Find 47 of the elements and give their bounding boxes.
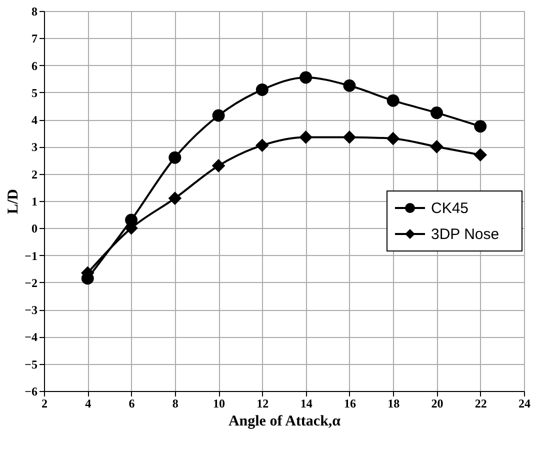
y-tick-label: 2 [32, 167, 38, 182]
point [474, 120, 487, 133]
point [386, 132, 400, 145]
point [168, 192, 182, 205]
point [343, 79, 356, 92]
y-tick-label: 4 [32, 113, 38, 128]
y-tick-label: 0 [32, 222, 38, 236]
x-tick-label: 22 [474, 396, 487, 410]
x-tick-label: 2 [42, 396, 48, 410]
point [300, 130, 312, 144]
y-tick-label: 5 [32, 86, 38, 100]
x-tick-label: 4 [85, 396, 92, 410]
point [430, 140, 443, 153]
y-tick-label: 1 [32, 194, 38, 208]
point [256, 83, 268, 96]
y-tick-label: 6 [32, 58, 38, 73]
x-tick-label: 18 [388, 396, 400, 410]
y-axis-title: L/D [6, 188, 22, 214]
point [300, 71, 312, 84]
y-tick-label: −2 [24, 276, 38, 290]
x-tick-label: 10 [213, 396, 226, 410]
y-tick-label: 8 [32, 4, 38, 18]
point [212, 159, 225, 172]
point [430, 106, 443, 120]
x-tick-label: 14 [300, 396, 312, 410]
x-tick-label: 16 [344, 396, 356, 410]
y-tick-label: −5 [24, 357, 38, 372]
point [343, 130, 356, 144]
x-tick-label: 20 [431, 396, 444, 410]
y-tick-label: −4 [24, 330, 38, 344]
x-tick-label: 6 [128, 396, 135, 410]
point [212, 109, 225, 122]
point [386, 94, 400, 107]
y-tick-label: −3 [24, 303, 38, 318]
point [168, 151, 182, 164]
x-tick-label: 24 [518, 396, 530, 410]
y-tick-label: 3 [32, 140, 38, 154]
y-tick-label: −1 [24, 248, 38, 263]
y-tick-label: −6 [24, 384, 38, 398]
x-axis-title: Angle of Attack,α [228, 414, 342, 430]
point [256, 139, 268, 152]
x-tick-label: 12 [256, 396, 269, 410]
legend-label: 3DP Nose [431, 226, 500, 243]
point [474, 148, 487, 162]
x-tick-label: 8 [172, 396, 178, 410]
legend-label: CK45 [431, 200, 469, 217]
y-tick-label: 7 [32, 32, 38, 46]
